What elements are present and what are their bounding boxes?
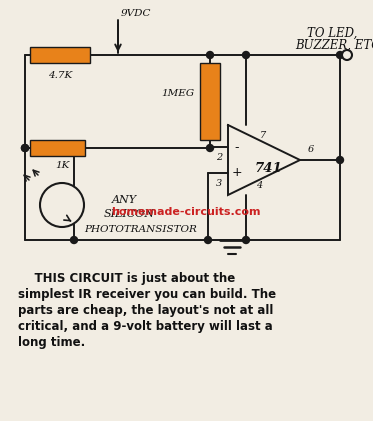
Text: 4.7K: 4.7K bbox=[48, 70, 72, 80]
Text: 2: 2 bbox=[216, 152, 222, 162]
Text: 3: 3 bbox=[216, 179, 222, 187]
Circle shape bbox=[207, 51, 213, 59]
Circle shape bbox=[40, 183, 84, 227]
Text: THIS CIRCUIT is just about the: THIS CIRCUIT is just about the bbox=[18, 272, 235, 285]
Text: 741: 741 bbox=[255, 162, 283, 174]
Circle shape bbox=[22, 144, 28, 152]
Text: BUZZER, ETC.: BUZZER, ETC. bbox=[295, 38, 373, 51]
Text: PHOTOTRANSISTOR: PHOTOTRANSISTOR bbox=[84, 224, 197, 234]
Circle shape bbox=[342, 50, 352, 60]
Text: -: - bbox=[235, 141, 239, 155]
Circle shape bbox=[336, 51, 344, 59]
Bar bbox=[30, 47, 90, 63]
Circle shape bbox=[242, 51, 250, 59]
Text: 1MEG: 1MEG bbox=[162, 88, 195, 98]
Text: 6: 6 bbox=[308, 144, 314, 154]
Circle shape bbox=[336, 157, 344, 163]
Text: homemade-circuits.com: homemade-circuits.com bbox=[111, 207, 261, 217]
Circle shape bbox=[70, 237, 78, 243]
Bar bbox=[200, 63, 220, 140]
Text: long time.: long time. bbox=[18, 336, 85, 349]
Text: +: + bbox=[232, 165, 242, 179]
Circle shape bbox=[22, 144, 28, 152]
Text: SILICON: SILICON bbox=[104, 209, 155, 219]
Text: simplest IR receiver you can build. The: simplest IR receiver you can build. The bbox=[18, 288, 276, 301]
Circle shape bbox=[204, 237, 211, 243]
Text: 4: 4 bbox=[256, 181, 262, 189]
Text: parts are cheap, the layout's not at all: parts are cheap, the layout's not at all bbox=[18, 304, 273, 317]
Text: 7: 7 bbox=[260, 131, 266, 139]
Text: 1K: 1K bbox=[55, 162, 69, 171]
Circle shape bbox=[207, 144, 213, 152]
Bar bbox=[30, 140, 85, 156]
Circle shape bbox=[242, 237, 250, 243]
Text: critical, and a 9-volt battery will last a: critical, and a 9-volt battery will last… bbox=[18, 320, 273, 333]
Text: 9VDC: 9VDC bbox=[121, 10, 151, 19]
Text: TO LED,: TO LED, bbox=[307, 27, 357, 40]
Text: ANY: ANY bbox=[112, 195, 137, 205]
